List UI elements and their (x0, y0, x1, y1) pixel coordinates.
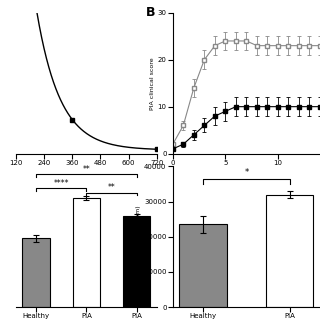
Text: *: * (244, 168, 249, 177)
Text: **: ** (108, 183, 116, 192)
Bar (123, 216, 150, 307)
Y-axis label: PIA clinical score: PIA clinical score (150, 57, 155, 109)
Bar (22, 238, 50, 307)
X-axis label: Days after onset of cli: Days after onset of cli (212, 172, 281, 176)
Bar (266, 195, 313, 307)
Text: ****: **** (53, 179, 69, 188)
Bar (73, 198, 100, 307)
X-axis label: Time after injection of paxilline (min): Time after injection of paxilline (min) (28, 172, 145, 176)
Y-axis label: [³H]thymidine
incorporation (cpm): [³H]thymidine incorporation (cpm) (130, 205, 141, 268)
Text: B: B (146, 6, 156, 19)
Text: **: ** (83, 164, 90, 173)
Bar (180, 225, 227, 307)
